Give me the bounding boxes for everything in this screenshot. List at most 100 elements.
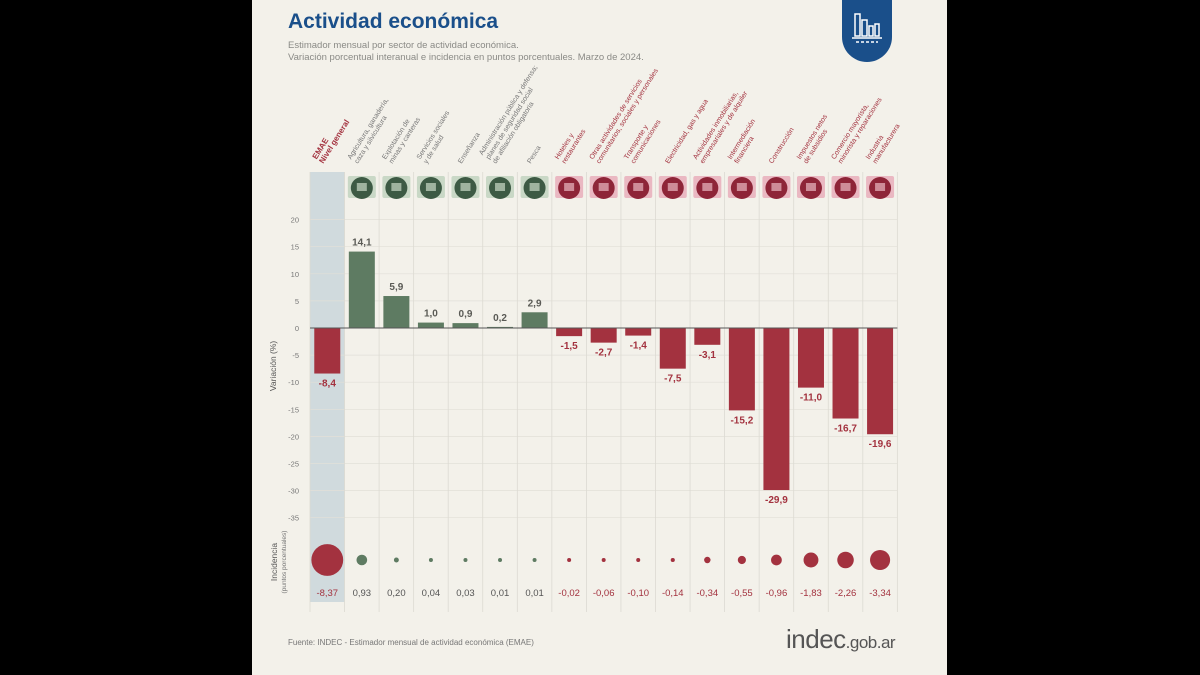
sector-icon-glyph — [529, 183, 540, 191]
incidence-axis-sublabel: (puntos porcentuales) — [281, 531, 288, 594]
bar — [556, 328, 583, 337]
incidence-bubble — [670, 557, 675, 563]
incidence-value-label: -0,14 — [662, 588, 684, 599]
incidence-value-label: -1,83 — [800, 588, 822, 599]
incidence-bubble — [532, 558, 537, 562]
y-tick-label: -30 — [288, 487, 299, 496]
bar-value-label: -16,7 — [834, 424, 857, 435]
category-label-line: planes de seguridad social — [485, 86, 535, 160]
bar — [348, 251, 375, 328]
incidence-value-label: 0,01 — [491, 588, 510, 599]
sector-icon-glyph — [495, 183, 506, 191]
bar-value-label: -11,0 — [800, 393, 823, 404]
bar — [694, 328, 721, 345]
incidence-bubble — [498, 558, 503, 562]
subtitle-detail: Variación porcentual interanual e incide… — [288, 52, 644, 63]
bar — [763, 328, 790, 491]
sector-icon-glyph — [840, 183, 851, 191]
bar-value-label: -8,4 — [319, 379, 337, 390]
indec-logo[interactable]: indec.gob.ar — [786, 624, 896, 655]
category-label-line: Construcción — [768, 127, 796, 165]
emae-highlight-column — [310, 172, 345, 602]
incidence-value-label: -0,10 — [627, 588, 649, 599]
bar-value-label: -1,4 — [630, 341, 648, 352]
incidence-value-label: 0,93 — [353, 588, 372, 599]
incidence-axis-label: Incidencia — [269, 543, 279, 582]
y-axis-label: Variación (%) — [268, 341, 278, 392]
sector-icon-glyph — [633, 183, 644, 191]
incidence-value-label: 0,20 — [387, 588, 406, 599]
bar-value-label: 0,2 — [493, 313, 507, 324]
bar-value-label: -7,5 — [664, 374, 682, 385]
bar-value-label: 1,0 — [424, 309, 438, 320]
page-title: Actividad económica — [288, 10, 499, 33]
bar — [797, 328, 824, 388]
incidence-value-label: -0,06 — [593, 588, 615, 599]
bar — [314, 328, 341, 374]
category-label: Servicios socialesy de salud — [416, 110, 458, 166]
incidence-bubble — [356, 554, 368, 566]
incidence-value-label: -8,37 — [316, 588, 338, 599]
sector-icon-glyph — [736, 183, 747, 191]
category-label: Transporte ycomunicaciones — [623, 114, 663, 165]
category-label: Hoteles yrestaurantes — [554, 124, 588, 165]
y-tick-label: -25 — [288, 460, 299, 469]
sector-icon-glyph — [598, 183, 609, 191]
incidence-bubble — [311, 544, 344, 576]
y-tick-label: 5 — [295, 297, 299, 306]
category-label: Construcción — [768, 127, 796, 165]
sector-icon-glyph — [356, 183, 367, 191]
bar — [521, 312, 548, 328]
category-label: Administración pública y defensa;planes … — [478, 64, 553, 165]
incidence-bubble — [870, 549, 891, 571]
sector-icon-glyph — [875, 183, 886, 191]
bar-value-label: -3,1 — [699, 350, 717, 361]
bar — [728, 328, 755, 411]
bar — [590, 328, 617, 343]
incidence-bubble — [567, 558, 572, 562]
incidence-bubble — [771, 554, 782, 566]
y-tick-label: 20 — [291, 216, 299, 225]
source-note: Fuente: INDEC - Estimador mensual de act… — [288, 638, 534, 647]
bar-value-label: 2,9 — [528, 298, 542, 309]
sector-icon-glyph — [805, 183, 816, 191]
bar — [867, 328, 894, 435]
bar-value-label: -15,2 — [730, 415, 753, 426]
logo-main: indec — [786, 624, 846, 654]
incidence-bubble — [636, 558, 641, 562]
category-label-line: Pesca — [526, 145, 542, 165]
incidence-bubble — [704, 556, 711, 564]
logo-suffix: .gob.ar — [845, 633, 896, 652]
y-tick-label: 15 — [291, 243, 299, 252]
incidence-value-label: -0,96 — [766, 588, 788, 599]
bar — [417, 322, 444, 328]
bar-value-label: 0,9 — [459, 309, 473, 320]
bar — [832, 328, 859, 419]
category-label: Otras actividades de servicioscomunitari… — [589, 63, 661, 165]
category-label-line: Agricultura, ganadería, — [347, 97, 390, 161]
incidence-value-label: -2,26 — [835, 588, 857, 599]
bar — [383, 296, 410, 328]
incidence-bubble — [428, 558, 433, 562]
incidence-value-label: -3,34 — [869, 588, 891, 599]
sector-icon-glyph — [771, 183, 782, 191]
category-label: Intermediaciónfinanciera — [727, 118, 764, 165]
incidence-value-label: 0,01 — [525, 588, 544, 599]
bar-value-label: 14,1 — [352, 238, 372, 249]
bar-value-label: -29,9 — [765, 495, 788, 506]
y-tick-label: 0 — [295, 324, 299, 333]
incidence-value-label: -0,02 — [558, 588, 580, 599]
bar-value-label: 5,9 — [389, 282, 403, 293]
category-label-line: Enseñanza — [457, 132, 482, 166]
incidence-bubble — [837, 551, 854, 569]
incidence-value-label: -0,55 — [731, 588, 753, 599]
incidence-value-label: 0,04 — [422, 588, 441, 599]
bar-value-label: -2,7 — [595, 348, 613, 359]
y-tick-label: 10 — [291, 270, 299, 279]
sector-icon-glyph — [702, 183, 713, 191]
incidence-bubble — [737, 555, 746, 565]
bar-value-label: -1,5 — [561, 341, 579, 352]
subtitle: Estimador mensual por sector de activida… — [288, 40, 519, 51]
bar — [659, 328, 686, 369]
